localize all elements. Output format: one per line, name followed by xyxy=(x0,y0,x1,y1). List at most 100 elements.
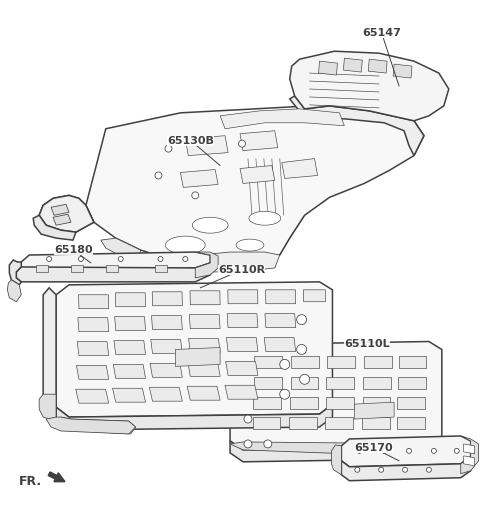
Polygon shape xyxy=(156,265,168,272)
Circle shape xyxy=(244,440,252,448)
Polygon shape xyxy=(188,362,220,376)
Polygon shape xyxy=(43,288,56,421)
Polygon shape xyxy=(254,357,282,368)
Polygon shape xyxy=(39,196,94,232)
Polygon shape xyxy=(464,456,475,466)
Polygon shape xyxy=(180,170,218,187)
Circle shape xyxy=(280,389,290,399)
Polygon shape xyxy=(76,365,109,379)
Circle shape xyxy=(118,256,123,262)
Polygon shape xyxy=(362,397,390,409)
Text: 65130B: 65130B xyxy=(168,136,220,166)
Polygon shape xyxy=(187,386,220,400)
Circle shape xyxy=(382,448,387,454)
Polygon shape xyxy=(114,341,145,354)
Polygon shape xyxy=(56,404,333,430)
Polygon shape xyxy=(227,337,258,351)
Polygon shape xyxy=(189,338,220,352)
Polygon shape xyxy=(61,417,136,434)
Polygon shape xyxy=(253,397,281,409)
Polygon shape xyxy=(303,290,325,302)
Circle shape xyxy=(78,256,84,262)
Polygon shape xyxy=(195,252,280,272)
Polygon shape xyxy=(252,417,280,429)
Polygon shape xyxy=(152,316,182,330)
Polygon shape xyxy=(228,290,258,304)
Polygon shape xyxy=(189,315,220,329)
Text: 65110R: 65110R xyxy=(200,265,265,288)
Polygon shape xyxy=(152,292,182,305)
Circle shape xyxy=(454,448,459,454)
Text: 65180: 65180 xyxy=(54,245,93,263)
Circle shape xyxy=(426,467,432,472)
FancyArrow shape xyxy=(48,472,65,482)
Ellipse shape xyxy=(166,236,205,254)
Polygon shape xyxy=(354,402,394,419)
Polygon shape xyxy=(363,377,391,389)
Circle shape xyxy=(192,192,199,199)
Polygon shape xyxy=(326,397,354,409)
Polygon shape xyxy=(398,377,426,389)
Polygon shape xyxy=(325,417,353,429)
Polygon shape xyxy=(341,457,471,481)
Polygon shape xyxy=(265,314,296,328)
Polygon shape xyxy=(16,263,210,282)
Polygon shape xyxy=(79,295,109,309)
Circle shape xyxy=(407,448,411,454)
Polygon shape xyxy=(56,282,333,417)
Circle shape xyxy=(158,256,163,262)
Circle shape xyxy=(379,467,384,472)
Polygon shape xyxy=(46,417,136,434)
Polygon shape xyxy=(230,437,442,462)
Polygon shape xyxy=(327,357,355,368)
Polygon shape xyxy=(115,317,145,331)
Polygon shape xyxy=(175,347,220,366)
Polygon shape xyxy=(364,357,392,368)
Polygon shape xyxy=(149,387,182,401)
Polygon shape xyxy=(113,364,145,378)
Polygon shape xyxy=(265,290,296,304)
Circle shape xyxy=(47,256,51,262)
Circle shape xyxy=(165,145,172,152)
Polygon shape xyxy=(290,51,449,121)
Text: 65147: 65147 xyxy=(362,28,401,86)
Polygon shape xyxy=(230,342,442,450)
Polygon shape xyxy=(230,442,355,454)
Polygon shape xyxy=(190,291,220,305)
Polygon shape xyxy=(227,314,258,328)
Polygon shape xyxy=(51,204,69,215)
Polygon shape xyxy=(289,417,317,429)
Polygon shape xyxy=(290,96,424,156)
Polygon shape xyxy=(240,166,275,183)
Polygon shape xyxy=(290,377,318,389)
Polygon shape xyxy=(368,59,387,73)
Polygon shape xyxy=(106,265,118,272)
Circle shape xyxy=(155,172,162,179)
Polygon shape xyxy=(464,444,475,454)
Circle shape xyxy=(297,315,307,325)
Polygon shape xyxy=(397,397,425,409)
Polygon shape xyxy=(39,394,56,421)
Polygon shape xyxy=(21,252,210,272)
Circle shape xyxy=(280,360,290,369)
Ellipse shape xyxy=(236,239,264,251)
Polygon shape xyxy=(226,361,258,375)
Circle shape xyxy=(300,374,310,384)
Polygon shape xyxy=(112,388,145,402)
Polygon shape xyxy=(151,340,182,353)
Polygon shape xyxy=(78,318,109,332)
Ellipse shape xyxy=(249,211,281,225)
Polygon shape xyxy=(319,61,337,75)
Polygon shape xyxy=(39,196,94,232)
Polygon shape xyxy=(326,377,354,389)
Polygon shape xyxy=(240,131,278,151)
Circle shape xyxy=(403,467,408,472)
Polygon shape xyxy=(291,357,319,368)
Polygon shape xyxy=(185,136,228,156)
Polygon shape xyxy=(71,265,83,272)
Circle shape xyxy=(355,467,360,472)
Polygon shape xyxy=(393,64,412,78)
Circle shape xyxy=(183,256,188,262)
Polygon shape xyxy=(362,417,390,429)
Polygon shape xyxy=(332,445,341,475)
